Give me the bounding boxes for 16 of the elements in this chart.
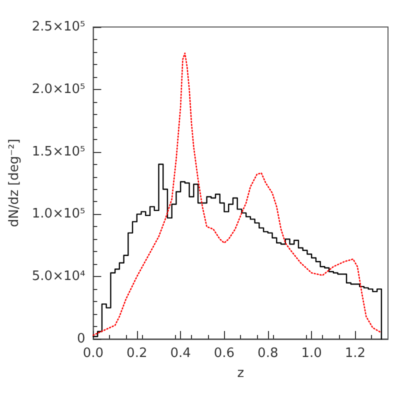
x-tick-label: 0.4: [170, 346, 191, 361]
y-tick-label: 0: [76, 332, 86, 346]
y-tick-label: 5.0×10⁴: [32, 269, 86, 284]
x-tick-label: 0.8: [258, 346, 278, 361]
y-tick-label: 1.5×10⁵: [32, 144, 86, 160]
x-tick-label: 0.2: [126, 346, 148, 361]
y-tick-label: 2.5×10⁵: [32, 20, 86, 34]
x-axis-title: z: [237, 366, 244, 381]
y-tick-label: 2.0×10⁵: [32, 82, 86, 97]
y-tick-label: 1.0×10⁵: [32, 206, 86, 222]
x-tick-label: 1.2: [344, 346, 366, 361]
x-tick-label: 0.6: [214, 346, 235, 361]
x-tick-label: 0.0: [82, 346, 104, 361]
y-axis-title: dN/dz [deg⁻²]: [7, 138, 22, 228]
line-series: [92, 52, 382, 336]
x-tick-label: 1.0: [301, 346, 322, 361]
